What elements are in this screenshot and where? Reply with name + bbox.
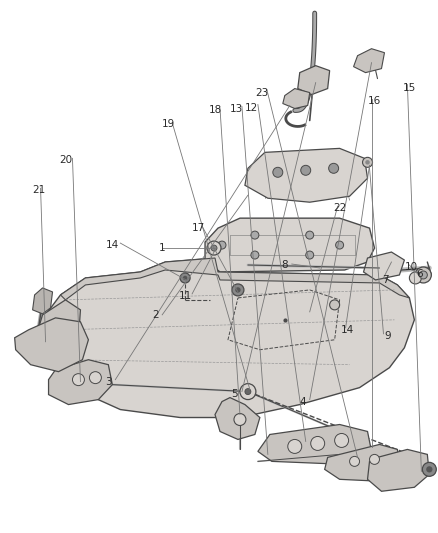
Circle shape xyxy=(335,433,349,447)
Polygon shape xyxy=(258,424,371,464)
Circle shape xyxy=(350,456,360,466)
Circle shape xyxy=(328,163,339,173)
Circle shape xyxy=(251,251,259,259)
Circle shape xyxy=(288,439,302,454)
Polygon shape xyxy=(49,360,112,405)
Text: 15: 15 xyxy=(403,83,416,93)
Text: 17: 17 xyxy=(191,223,205,233)
Text: 7: 7 xyxy=(382,275,389,285)
Circle shape xyxy=(410,272,421,284)
Circle shape xyxy=(232,284,244,296)
Circle shape xyxy=(370,455,379,464)
Circle shape xyxy=(211,245,217,251)
Text: 14: 14 xyxy=(341,325,354,335)
Text: 23: 23 xyxy=(255,87,268,98)
Circle shape xyxy=(273,167,283,177)
Circle shape xyxy=(301,165,311,175)
Text: 8: 8 xyxy=(282,260,288,270)
Text: 1: 1 xyxy=(159,243,166,253)
Text: 3: 3 xyxy=(105,377,112,386)
Circle shape xyxy=(251,231,259,239)
Circle shape xyxy=(426,466,432,472)
Polygon shape xyxy=(60,258,410,300)
Text: 2: 2 xyxy=(152,310,159,320)
Circle shape xyxy=(183,276,187,280)
Circle shape xyxy=(336,241,343,249)
Circle shape xyxy=(89,372,101,384)
Text: 5: 5 xyxy=(232,389,238,399)
Circle shape xyxy=(415,267,431,283)
Text: 14: 14 xyxy=(106,240,119,250)
Text: 18: 18 xyxy=(208,106,222,116)
Circle shape xyxy=(311,437,325,450)
Text: 11: 11 xyxy=(178,291,192,301)
Polygon shape xyxy=(298,66,330,94)
Circle shape xyxy=(306,231,314,239)
Polygon shape xyxy=(353,49,385,72)
Text: 4: 4 xyxy=(300,397,306,407)
Text: 19: 19 xyxy=(162,119,175,130)
Text: 22: 22 xyxy=(333,203,346,213)
Circle shape xyxy=(72,374,85,385)
Text: 6: 6 xyxy=(416,269,423,279)
Circle shape xyxy=(180,273,190,283)
Circle shape xyxy=(235,287,240,293)
Polygon shape xyxy=(283,88,310,109)
Circle shape xyxy=(207,241,221,255)
Circle shape xyxy=(234,414,246,425)
Polygon shape xyxy=(245,148,367,202)
Circle shape xyxy=(218,241,226,249)
Text: 20: 20 xyxy=(59,155,72,165)
Polygon shape xyxy=(205,218,374,272)
Circle shape xyxy=(245,389,251,394)
Polygon shape xyxy=(32,288,53,314)
Polygon shape xyxy=(35,300,81,358)
Polygon shape xyxy=(364,252,404,280)
Circle shape xyxy=(422,462,436,477)
Circle shape xyxy=(306,251,314,259)
Polygon shape xyxy=(14,318,88,372)
Text: 21: 21 xyxy=(32,185,45,195)
Text: 16: 16 xyxy=(368,95,381,106)
Polygon shape xyxy=(42,258,414,417)
Polygon shape xyxy=(325,445,399,481)
Text: 13: 13 xyxy=(230,103,243,114)
Circle shape xyxy=(240,384,256,400)
Text: 10: 10 xyxy=(405,262,418,272)
Circle shape xyxy=(419,271,427,279)
Circle shape xyxy=(330,300,339,310)
Polygon shape xyxy=(367,449,429,491)
Text: 9: 9 xyxy=(384,331,391,341)
Text: 12: 12 xyxy=(245,102,258,112)
Circle shape xyxy=(363,157,372,167)
Circle shape xyxy=(365,160,370,165)
Polygon shape xyxy=(215,398,260,439)
